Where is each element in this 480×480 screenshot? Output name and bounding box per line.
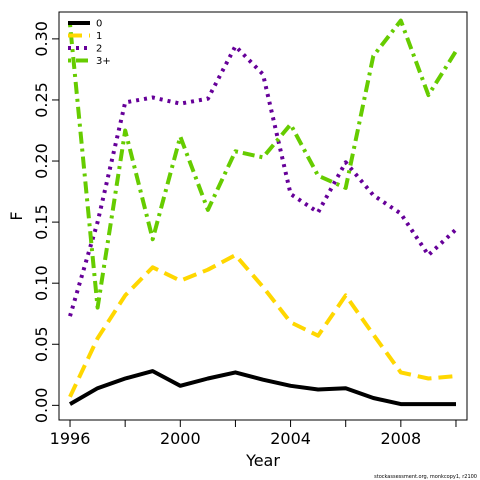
x-tick-label: 2000 bbox=[160, 429, 201, 448]
y-tick-label: 0.05 bbox=[32, 326, 51, 362]
series-line-3 bbox=[68, 18, 458, 310]
y-tick-label: 0.10 bbox=[32, 265, 51, 301]
x-tick-label: 2004 bbox=[270, 429, 311, 448]
y-axis: 0.00 0.05 0.10 0.15 0.20 0.25 0.30 bbox=[32, 21, 60, 424]
legend-label-0: 0 bbox=[96, 19, 102, 30]
legend-label-2: 2 bbox=[96, 44, 102, 55]
x-tick-label: 2008 bbox=[380, 429, 421, 448]
series-line-2 bbox=[68, 44, 458, 317]
legend-label-1: 1 bbox=[96, 31, 102, 42]
series-line-0 bbox=[69, 369, 456, 407]
series-layer bbox=[68, 18, 458, 407]
plot-frame bbox=[58, 11, 468, 421]
x-axis: 1996 2000 2004 2008 bbox=[50, 419, 457, 448]
series-line-1 bbox=[68, 253, 457, 398]
credit-text: stockassessment.org, monkcopy1, r2100 bbox=[374, 474, 477, 480]
x-axis-label: Year bbox=[245, 451, 280, 470]
y-tick-label: 0.15 bbox=[32, 204, 51, 240]
y-tick-label: 0.25 bbox=[32, 82, 51, 118]
y-tick-label: 0.00 bbox=[32, 388, 51, 424]
legend: 01 23+ bbox=[68, 19, 111, 67]
legend-label-3: 3+ bbox=[96, 56, 111, 67]
y-axis-label: F bbox=[7, 211, 26, 220]
y-tick-label: 0.20 bbox=[32, 143, 51, 179]
y-tick-label: 0.30 bbox=[32, 21, 51, 57]
x-tick-label: 1996 bbox=[50, 429, 91, 448]
